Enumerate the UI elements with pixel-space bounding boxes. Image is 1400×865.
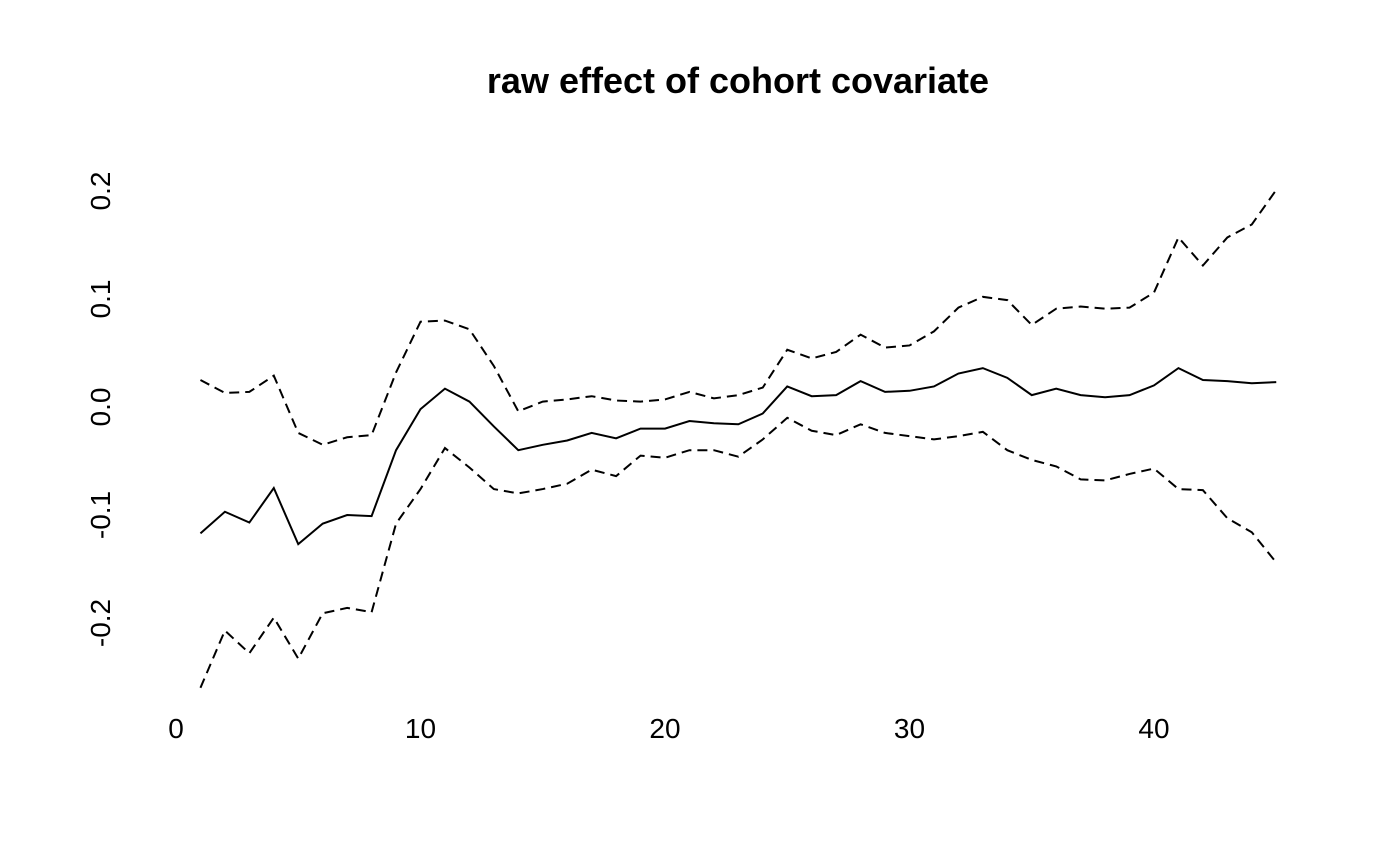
y-axis-ticks: -0.2 -0.1 0.0 0.1 0.2 [85, 172, 116, 648]
x-tick-label: 30 [894, 713, 925, 744]
chart-title: raw effect of cohort covariate [487, 60, 989, 101]
lower-bound-line [199, 416, 1278, 689]
x-tick-label: 40 [1138, 713, 1169, 744]
y-tick-label: 0.1 [85, 280, 116, 319]
x-axis-ticks: 0 10 20 30 40 [168, 713, 1169, 744]
estimate-line [199, 366, 1277, 546]
upper-bound-line [199, 189, 1278, 446]
y-tick-label: 0.0 [85, 388, 116, 427]
x-tick-label: 10 [405, 713, 436, 744]
series-layer [199, 189, 1278, 689]
x-tick-label: 20 [649, 713, 680, 744]
x-tick-label: 0 [168, 713, 184, 744]
y-tick-label: 0.2 [85, 172, 116, 211]
y-tick-label: -0.2 [85, 599, 116, 647]
y-tick-label: -0.1 [85, 491, 116, 539]
